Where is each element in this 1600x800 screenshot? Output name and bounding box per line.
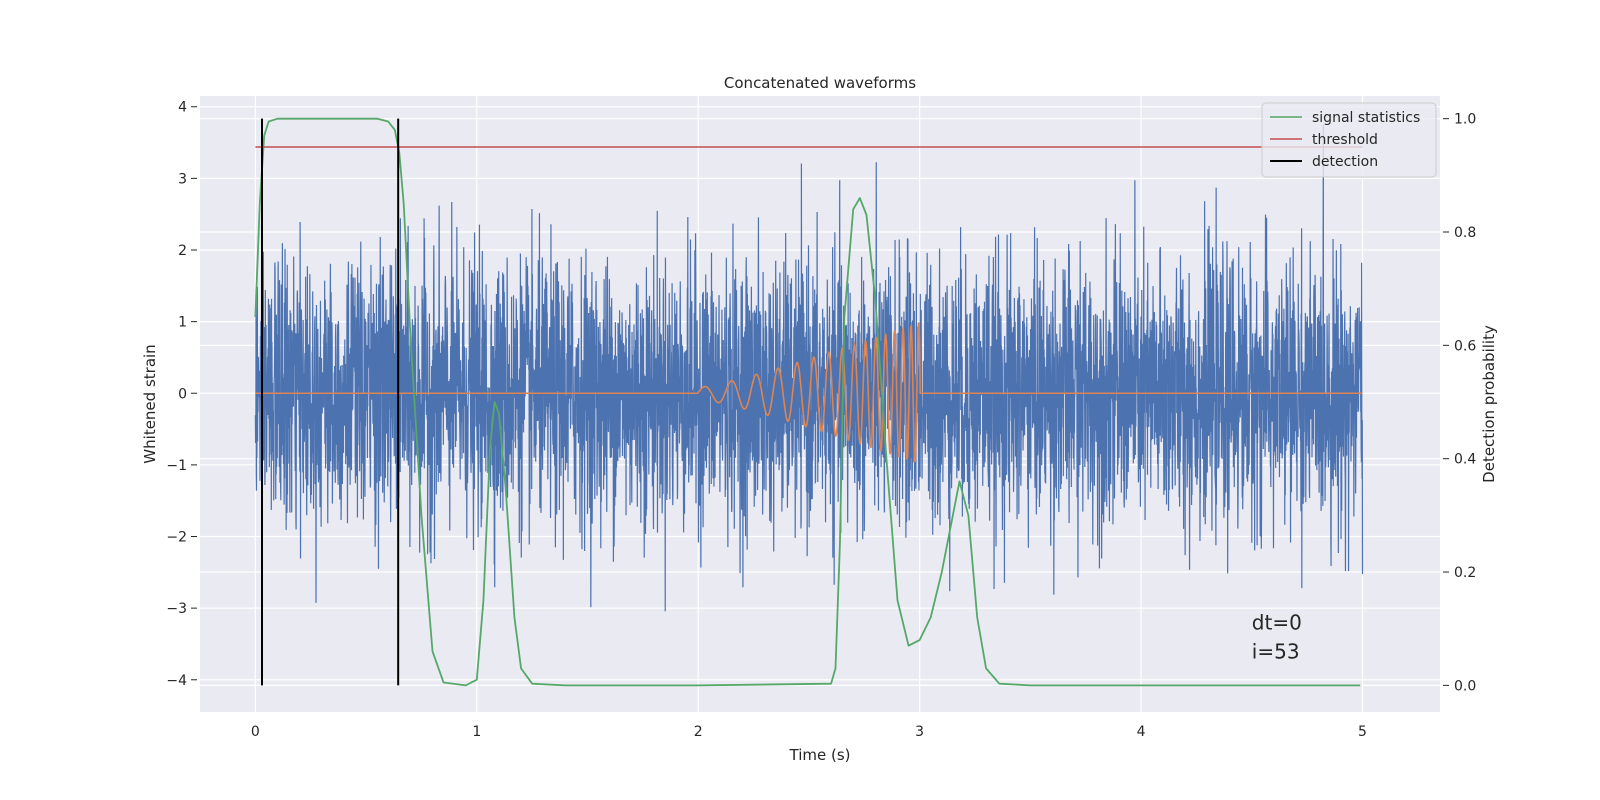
y2-tick-label: 1.0 (1454, 112, 1476, 128)
x-tick-label: 5 (1358, 724, 1367, 740)
y-tick-label: 3 (178, 171, 187, 187)
x-tick-label: 3 (915, 724, 924, 740)
x-axis-label: Time (s) (789, 746, 851, 764)
legend-label-threshold: threshold (1312, 132, 1378, 148)
legend-box (1261, 102, 1437, 178)
signal-statistics-line (254, 117, 1361, 687)
y-axis-label: Whitened strain (141, 344, 159, 463)
x-tick-label: 2 (694, 724, 703, 740)
y-tick-label: 4 (178, 100, 187, 116)
series (254, 117, 1364, 687)
injection-line (255, 322, 1363, 463)
y2-tick-label: 0.2 (1454, 565, 1476, 581)
y-tick-label: −4 (166, 673, 187, 689)
y2-tick-label: 0.0 (1454, 678, 1476, 694)
y2-axis-label: Detection probability (1480, 325, 1498, 483)
y-tick-label: −3 (166, 601, 187, 617)
y-tick-label: −1 (166, 458, 187, 474)
legend: signal statistics threshold detection (1261, 102, 1437, 178)
x-tick-label: 0 (251, 724, 260, 740)
y-tick-label: 1 (178, 315, 187, 331)
x-tick-label: 1 (472, 724, 481, 740)
x-axis-ticks: 0 1 2 3 4 5 (251, 724, 1367, 740)
y-tick-label: −2 (166, 530, 187, 546)
y2-tick-label: 0.4 (1454, 452, 1476, 468)
chart-title: Concatenated waveforms (724, 74, 916, 92)
y2-tick-label: 0.6 (1454, 338, 1476, 354)
y-tick-label: 2 (178, 243, 187, 259)
legend-label-signal-statistics: signal statistics (1312, 110, 1420, 126)
x-tick-label: 4 (1137, 724, 1146, 740)
y-tick-label: 0 (178, 386, 187, 402)
y-axis-ticks: −4 −3 −2 −1 0 1 2 3 4 (166, 100, 197, 689)
y2-tick-label: 0.8 (1454, 225, 1476, 241)
legend-label-detection: detection (1312, 154, 1378, 170)
strain-line (254, 124, 1364, 612)
annotation-dt: dt=0 (1252, 611, 1302, 635)
y2-axis-ticks: 0.0 0.2 0.4 0.6 0.8 1.0 (1443, 112, 1476, 694)
annotation-i: i=53 (1252, 639, 1300, 663)
